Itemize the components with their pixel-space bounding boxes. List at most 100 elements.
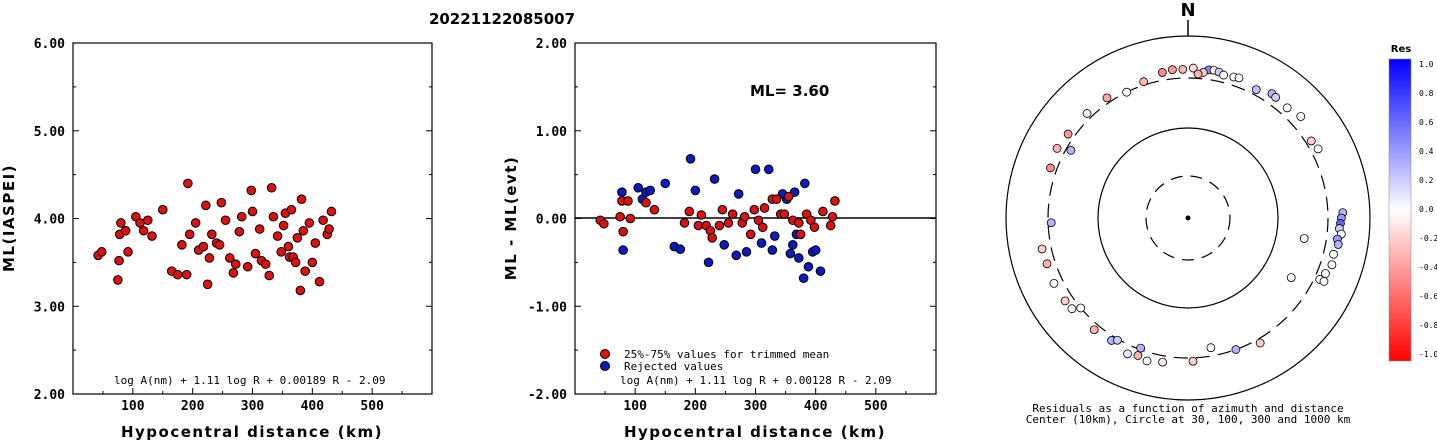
trimmed-residual-point [723, 218, 734, 228]
residual-y-tick-label: -2.00 [528, 388, 567, 403]
azimuth-station-point [1142, 356, 1152, 366]
trimmed-residual-point [753, 215, 764, 226]
ml-station-point [278, 220, 289, 231]
ml-station-point [264, 270, 275, 281]
ring-30km [1145, 175, 1231, 261]
trimmed-residual-point [809, 222, 820, 233]
colorbar-tick-label: -0.2 [1419, 234, 1437, 243]
residual-y-tick-label: 1.00 [536, 125, 567, 140]
ml-formula: log A(nm) + 1.11 log R + 0.00189 R - 2.0… [114, 374, 386, 387]
ml-station-point [138, 225, 149, 236]
azimuth-station-point [1333, 240, 1343, 249]
residual-x-tick-label: 200 [684, 399, 708, 414]
trimmed-residual-point [714, 220, 725, 231]
azimuth-station-point [1063, 129, 1073, 139]
rejected-residual-point [815, 266, 826, 276]
rejected-residual-point [750, 164, 761, 175]
ml-station-point [300, 266, 310, 276]
azimuth-station-point [1158, 357, 1167, 367]
ml-x-tick-label: 200 [181, 399, 205, 414]
ml-y-tick-label: 4.00 [34, 213, 65, 228]
trimmed-residual-point [827, 211, 838, 222]
ml-station-point [96, 247, 107, 257]
ml-station-point [324, 224, 334, 234]
trimmed-residual-point [757, 222, 768, 233]
rejected-residual-point [660, 178, 671, 189]
azimuth-station-point [1296, 112, 1306, 121]
colorbar-tick-label: -0.8 [1419, 321, 1437, 330]
trimmed-residual-point [679, 218, 690, 228]
ml-station-point [234, 226, 245, 237]
ml-station-point [142, 215, 153, 226]
residual-y-tick-label: -1.00 [528, 300, 567, 315]
azimuth-station-point [1133, 351, 1143, 360]
azimuth-station-point [1157, 68, 1167, 77]
ml-station-point [276, 247, 287, 257]
colorbar-tick-label: 1.0 [1419, 60, 1434, 69]
azimuth-station-point [1286, 273, 1296, 283]
legend-trimmed-marker [600, 349, 610, 359]
trimmed-residual-point [618, 226, 628, 237]
azimuth-station-point [1188, 63, 1198, 73]
trimmed-residual-point [779, 209, 790, 219]
colorbar-tick-label: 0.6 [1419, 118, 1434, 127]
ml-station-point [220, 215, 231, 226]
ml-station-point [202, 279, 213, 290]
rejected-residual-point [800, 178, 810, 189]
epicenter-dot [1185, 215, 1191, 221]
residual-x-tick-label: 300 [744, 399, 768, 414]
residual-x-tick-label: 100 [623, 399, 647, 414]
legend-trimmed-label: 25%-75% values for trimmed mean [624, 348, 829, 361]
azimuth-station-point [1067, 304, 1077, 314]
trimmed-residual-point [727, 209, 738, 219]
ml-station-point [286, 204, 297, 215]
ml-station-point [177, 240, 187, 250]
rejected-residual-point [803, 261, 814, 272]
rejected-residual-point [788, 240, 798, 250]
rejected-residual-point [690, 185, 701, 196]
residual-x-axis-label: Hypocentral distance (km) [624, 423, 886, 441]
azimuth-station-point [1219, 70, 1229, 80]
ml-station-point [310, 238, 321, 248]
ml-station-point [296, 194, 307, 204]
ml-station-point [147, 231, 157, 241]
residual-x-tick-label: 500 [864, 399, 888, 414]
rejected-residual-point [756, 238, 767, 248]
rejected-residual-point [763, 164, 774, 175]
ml-station-point [318, 215, 328, 226]
trimmed-residual-point [623, 196, 633, 206]
azimuth-station-point [1102, 93, 1112, 103]
trimmed-residual-point [795, 229, 806, 240]
ml-station-point [228, 268, 239, 278]
rejected-residual-point [769, 231, 780, 241]
azimuth-station-point [1255, 338, 1265, 348]
rejected-residual-point [703, 257, 714, 268]
event-magnitude-label: ML= 3.60 [750, 82, 829, 100]
ml-station-point [214, 240, 225, 250]
azimuth-station-point [1113, 335, 1122, 345]
ml-station-point [198, 241, 209, 252]
colorbar-tick-label: -0.6 [1419, 292, 1437, 301]
legend-rejected-label: Rejected values [624, 360, 723, 373]
ml-x-tick-label: 300 [241, 399, 265, 414]
ml-station-point [298, 225, 309, 236]
ring-300km [1047, 77, 1329, 359]
residual-colorbar: Res 1.0 0.8 0.6 0.4 0.2 0.0 -0.2 -0.4 -0.6 -0.8 -1… [1388, 44, 1437, 362]
north-label: N [1180, 0, 1195, 21]
ml-station-point [201, 200, 211, 211]
rejected-residual-point [767, 245, 778, 255]
legend-rejected-marker [600, 361, 610, 371]
azimuth-station-point [1046, 163, 1055, 173]
residual-formula: log A(nm) + 1.11 log R + 0.00128 R - 2.0… [620, 374, 892, 387]
ring-100km [1097, 127, 1279, 309]
rejected-residual-point [617, 187, 627, 197]
rejected-residual-point [798, 273, 809, 283]
ml-station-point [260, 259, 271, 269]
ml-x-axis-label: Hypocentral distance (km) [121, 423, 383, 441]
trimmed-residual-point [830, 196, 840, 206]
trimmed-residual-point [825, 220, 836, 231]
ml-station-point [181, 269, 192, 280]
trimmed-residual-point [739, 211, 750, 222]
azimuth-station-point [1168, 65, 1177, 75]
